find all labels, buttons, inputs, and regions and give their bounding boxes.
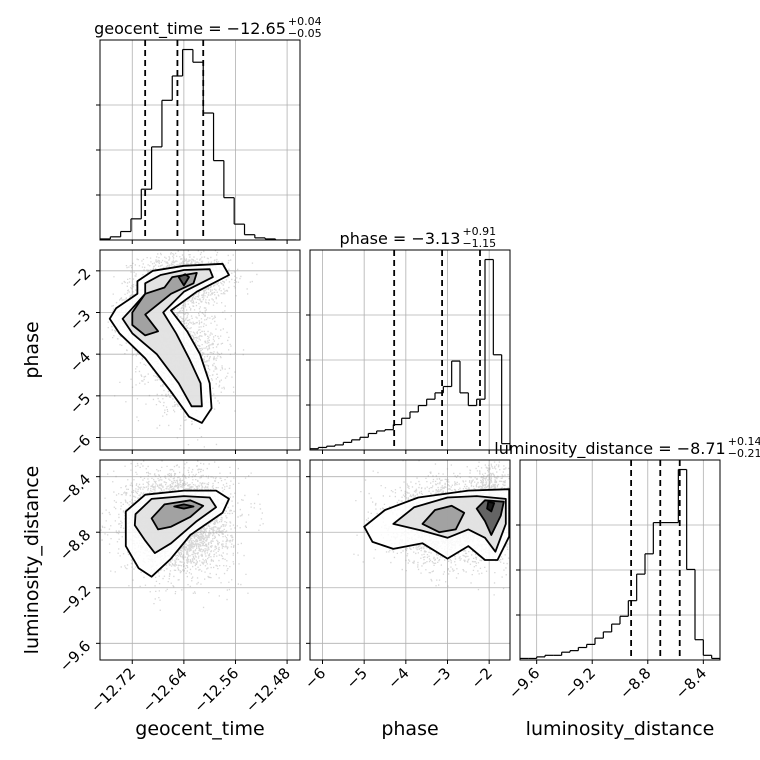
- y-tick-label-phase: −6: [66, 431, 94, 459]
- panel-frame: [519, 459, 721, 661]
- contour-line: [421, 504, 466, 534]
- y-tick-label-phase: −5: [66, 389, 94, 417]
- x-tick-label-luminosity-distance: −9.2: [561, 664, 599, 702]
- x-axis-label-phase: phase: [381, 718, 438, 740]
- scatter-points: [100, 460, 264, 611]
- x-axis-label-luminosity-distance: luminosity_distance: [526, 718, 715, 740]
- contour-line: [124, 489, 230, 578]
- scatter-points: [353, 460, 510, 596]
- hist-title-sup: +0.91: [462, 225, 496, 238]
- contour-line: [475, 499, 505, 536]
- hist-title-sup: +0.14: [728, 435, 760, 448]
- x-tick-label-phase: −6: [301, 664, 329, 692]
- x-tick-label-geocent-time: −12.48: [242, 664, 294, 716]
- x-tick-label-geocent-time: −12.56: [190, 664, 242, 716]
- scatter-points: [101, 250, 258, 448]
- panel-frame: [309, 459, 511, 661]
- y-axis-label-luminosity-distance: luminosity_distance: [21, 466, 43, 655]
- x-tick-label-luminosity-distance: −8.8: [616, 664, 654, 702]
- hist-bars: [100, 48, 297, 240]
- x-tick-label-geocent-time: −12.64: [139, 664, 191, 716]
- contour-line: [486, 500, 496, 513]
- y-tick-label-phase: −3: [66, 306, 94, 334]
- contour-line: [363, 488, 510, 561]
- hist-title-sup: +0.04: [288, 15, 322, 28]
- hist-panel-phase: phase = −3.13 +0.91−1.15: [306, 225, 511, 454]
- x-tick-label-luminosity-distance: −9.6: [505, 664, 543, 702]
- hist-title-luminosity-distance: luminosity_distance = −8.71: [494, 439, 725, 459]
- x-axis-label-geocent-time: geocent_time: [135, 718, 264, 740]
- contour-fill: [476, 500, 504, 535]
- y-tick-label-luminosity-distance: −8.8: [56, 526, 94, 564]
- contour-line: [108, 262, 230, 424]
- contour-line: [173, 503, 195, 510]
- contour-line: [177, 273, 190, 287]
- x-tick-label-phase: −4: [384, 664, 412, 692]
- panel-frame: [99, 39, 301, 241]
- panel-frame: [99, 459, 301, 661]
- y-tick-label-phase: −2: [66, 264, 94, 292]
- contour-line: [150, 499, 205, 531]
- y-tick-label-luminosity-distance: −9.2: [56, 581, 94, 619]
- x-tick-label-geocent-time: −12.72: [87, 664, 139, 716]
- contour-line: [133, 495, 218, 554]
- hist-title-sub: −0.05: [288, 27, 322, 40]
- x-tick-label-phase: −3: [426, 664, 454, 692]
- scatter-panel-geocent-time-vs-phase: [96, 249, 301, 454]
- x-tick-label-luminosity-distance: −8.4: [672, 664, 710, 702]
- x-tick-label-phase: −2: [468, 664, 496, 692]
- hist-bars: [520, 468, 720, 660]
- hist-panel-luminosity-distance: luminosity_distance = −8.71 +0.14−0.21: [494, 435, 760, 664]
- hist-title-phase: phase = −3.13: [340, 229, 461, 248]
- hist-title-geocent-time: geocent_time = −12.65: [94, 19, 286, 39]
- scatter-panel-phase-vs-luminosity-distance: [306, 459, 511, 664]
- contour-line: [121, 268, 214, 408]
- scatter-panel-geocent-time-vs-luminosity-distance: [96, 459, 301, 664]
- hist-title-sub: −1.15: [462, 237, 496, 250]
- y-tick-label-luminosity-distance: −9.6: [56, 637, 94, 675]
- panel-frame: [309, 249, 511, 451]
- hist-panel-geocent-time: geocent_time = −12.65 +0.04−0.05: [94, 15, 322, 244]
- hist-bars: [310, 258, 510, 450]
- x-tick-label-phase: −5: [343, 664, 371, 692]
- contour-line: [392, 495, 507, 553]
- contour-fill: [178, 274, 189, 286]
- panel-frame: [99, 249, 301, 451]
- y-tick-label-luminosity-distance: −8.4: [56, 470, 94, 508]
- contour-line: [131, 271, 198, 337]
- y-tick-label-phase: −4: [66, 348, 94, 376]
- hist-title-sub: −0.21: [728, 447, 760, 460]
- y-axis-label-phase: phase: [21, 321, 43, 378]
